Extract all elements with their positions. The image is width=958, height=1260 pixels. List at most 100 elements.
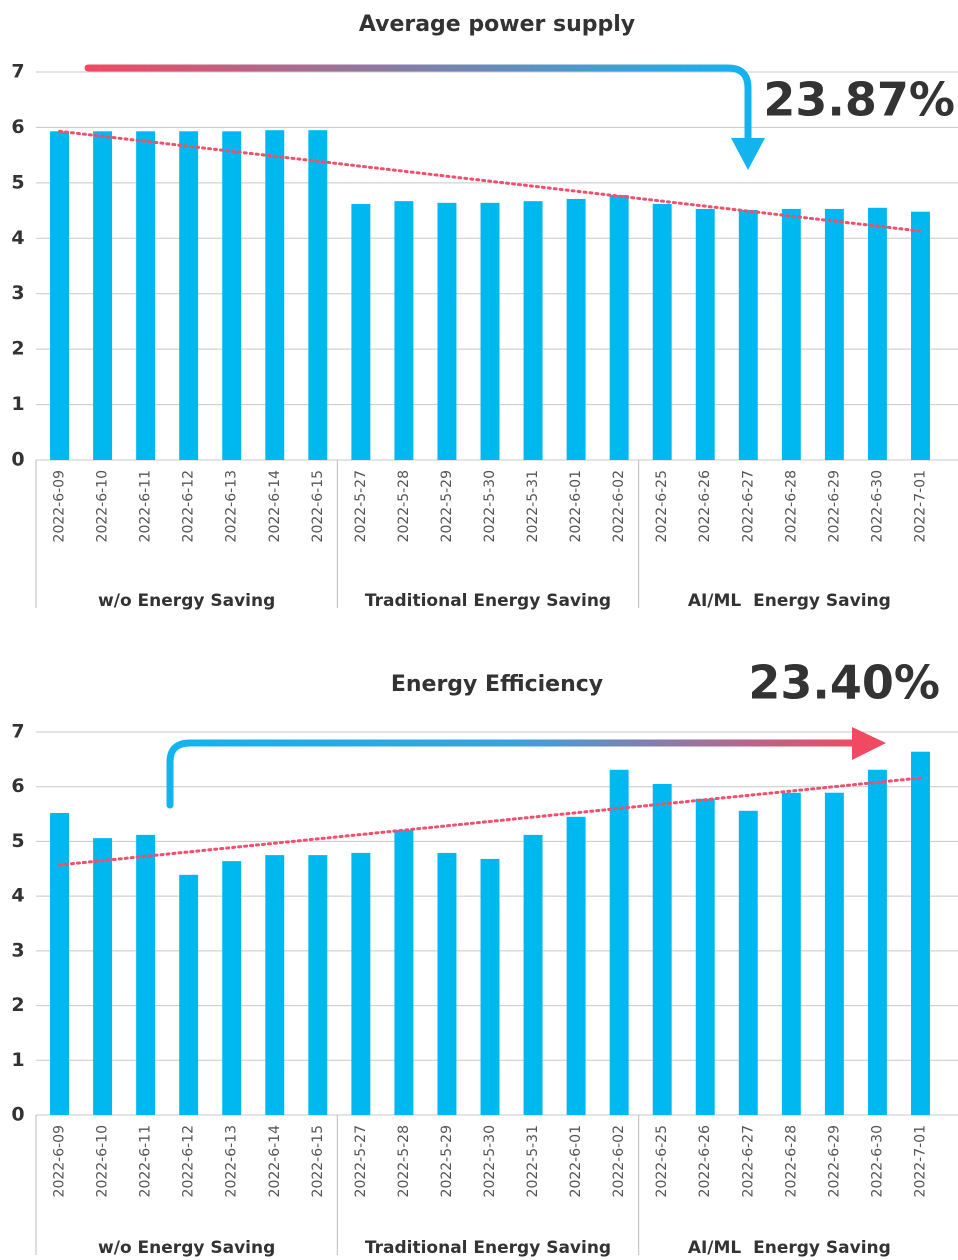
x-tick-label: 2022-6-28 xyxy=(783,1125,799,1197)
bar xyxy=(911,211,930,460)
arrowhead xyxy=(852,727,886,760)
bar xyxy=(523,834,543,1115)
bar xyxy=(911,751,930,1115)
bar xyxy=(437,202,457,460)
x-tick-label: 2022-5-28 xyxy=(396,470,412,542)
group-label: AI/ML Energy Saving xyxy=(688,591,891,611)
bar xyxy=(738,810,758,1115)
bar xyxy=(566,816,586,1115)
bar xyxy=(136,131,156,460)
bar xyxy=(566,198,586,460)
x-tick-label: 2022-6-29 xyxy=(826,1125,842,1197)
bar xyxy=(222,131,242,460)
y-tick-label: 3 xyxy=(11,939,24,961)
annotation: 23.87% xyxy=(763,73,955,127)
chart-title: Average power supply xyxy=(359,12,635,37)
bar xyxy=(394,201,414,461)
bar xyxy=(308,855,328,1115)
group-label: w/o Energy Saving xyxy=(98,591,275,611)
bar xyxy=(609,195,629,460)
x-tick-label: 2022-6-26 xyxy=(697,470,713,543)
bar xyxy=(136,834,156,1115)
x-tick-label: 2022-6-13 xyxy=(224,1125,240,1197)
bar xyxy=(480,858,500,1115)
bar xyxy=(265,855,285,1115)
x-tick-label: 2022-5-30 xyxy=(482,470,498,542)
y-tick-label: 1 xyxy=(11,1049,24,1071)
x-tick-label: 2022-6-25 xyxy=(654,470,670,542)
group-label: w/o Energy Saving xyxy=(98,1238,275,1258)
bar xyxy=(437,852,457,1115)
bar xyxy=(652,783,672,1115)
bar xyxy=(652,203,672,461)
x-tick-label: 2022-6-02 xyxy=(611,1125,627,1197)
bar xyxy=(824,208,844,460)
x-tick-label: 2022-6-12 xyxy=(181,470,197,542)
x-tick-label: 2022-5-31 xyxy=(525,1125,541,1197)
x-tick-label: 2022-6-01 xyxy=(568,470,584,542)
x-tick-label: 2022-6-30 xyxy=(869,1125,885,1197)
bar xyxy=(781,792,801,1115)
group-label: Traditional Energy Saving xyxy=(365,1238,611,1258)
charts: Average power supply 23.87% 0 1 2 3 4 5 6 7 2022-6… xyxy=(11,12,958,1258)
bar xyxy=(523,201,543,461)
x-tick-label: 2022-6-12 xyxy=(181,1125,197,1197)
x-tick-label: 2022-7-01 xyxy=(912,1125,928,1197)
bar xyxy=(179,874,199,1115)
x-tick-label: 2022-5-29 xyxy=(439,470,455,542)
x-tick-label: 2022-6-29 xyxy=(826,470,842,542)
bar xyxy=(308,130,328,460)
y-tick-label: 6 xyxy=(11,775,24,797)
y-tick-label: 2 xyxy=(11,994,24,1016)
group-label: Traditional Energy Saving xyxy=(365,591,611,611)
x-tick-label: 2022-6-27 xyxy=(740,1125,756,1197)
bar xyxy=(867,769,887,1115)
bar xyxy=(179,131,199,460)
x-tick-label: 2022-6-30 xyxy=(869,470,885,542)
x-tick-label: 2022-6-11 xyxy=(138,1125,154,1197)
bar xyxy=(867,207,887,460)
y-tick-label: 3 xyxy=(11,282,24,304)
bar xyxy=(93,838,113,1115)
y-tick-label: 7 xyxy=(11,721,24,743)
bar xyxy=(695,798,715,1115)
x-tick-label: 2022-6-10 xyxy=(95,470,111,542)
x-tick-label: 2022-5-27 xyxy=(353,470,369,542)
y-tick-label: 7 xyxy=(11,61,24,83)
y-tick-label: 5 xyxy=(11,171,24,193)
x-tick-label: 2022-6-01 xyxy=(568,1125,584,1197)
x-tick-label: 2022-5-27 xyxy=(353,1125,369,1197)
bar xyxy=(738,210,758,460)
x-tick-label: 2022-6-09 xyxy=(52,1125,68,1197)
y-tick-label: 2 xyxy=(11,338,24,360)
y-tick-label: 5 xyxy=(11,830,24,852)
annotation: 23.40% xyxy=(748,656,940,710)
bar xyxy=(351,852,371,1115)
bar xyxy=(695,208,715,460)
x-tick-label: 2022-6-14 xyxy=(267,1125,283,1198)
y-tick-label: 4 xyxy=(11,885,24,907)
bar xyxy=(50,812,69,1115)
x-tick-label: 2022-6-09 xyxy=(52,470,68,542)
x-tick-label: 2022-5-31 xyxy=(525,470,541,542)
bar xyxy=(351,203,371,461)
bar xyxy=(50,131,69,460)
y-tick-label: 6 xyxy=(11,116,24,138)
bar xyxy=(824,792,844,1115)
bar xyxy=(609,769,629,1115)
x-tick-label: 2022-6-14 xyxy=(267,470,283,543)
trendline xyxy=(58,776,922,867)
y-tick-label: 0 xyxy=(11,449,24,471)
x-tick-label: 2022-5-30 xyxy=(482,1125,498,1197)
x-tick-label: 2022-5-28 xyxy=(396,1125,412,1197)
trendline xyxy=(58,129,922,233)
x-tick-label: 2022-6-13 xyxy=(224,470,240,542)
arrow xyxy=(166,739,862,809)
x-tick-label: 2022-6-15 xyxy=(310,470,326,542)
bar xyxy=(781,208,801,460)
x-tick-label: 2022-6-25 xyxy=(654,1125,670,1197)
x-tick-label: 2022-6-02 xyxy=(611,470,627,542)
y-tick-label: 0 xyxy=(11,1104,24,1126)
x-tick-label: 2022-5-29 xyxy=(439,1125,455,1197)
